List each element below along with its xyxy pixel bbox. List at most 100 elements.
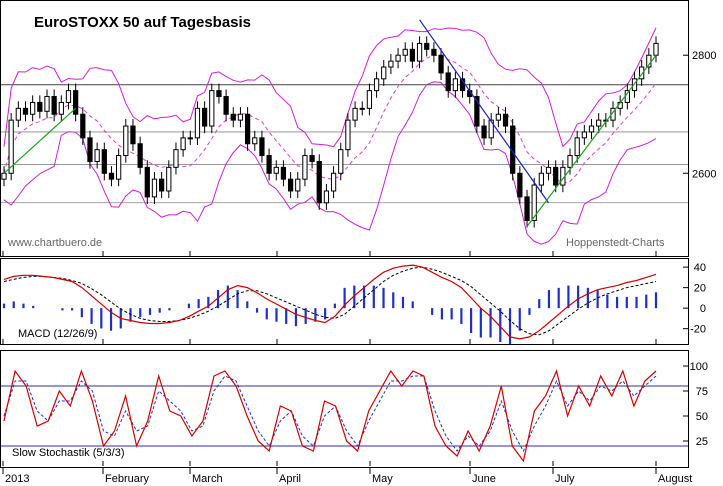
candle-body xyxy=(553,166,559,186)
candle-body xyxy=(416,42,423,62)
candle-body xyxy=(116,155,122,180)
candle-body xyxy=(581,131,587,139)
macd-y-tick-label: 40 xyxy=(694,262,706,274)
candle-body xyxy=(381,66,387,80)
x-axis-label: June xyxy=(472,473,496,485)
candle-body xyxy=(574,137,580,157)
bollinger-lower xyxy=(3,81,657,245)
candle-body xyxy=(517,172,523,198)
candle-body xyxy=(101,149,107,174)
candle-body xyxy=(395,54,401,62)
candle-body xyxy=(87,137,93,162)
macd-panel-frame xyxy=(0,258,689,345)
candle-body xyxy=(338,149,344,174)
candle-body xyxy=(524,196,530,221)
candle-body xyxy=(244,113,251,145)
price-y-tick-label: 2600 xyxy=(692,168,716,180)
candle-body xyxy=(653,42,659,56)
x-axis-label: February xyxy=(105,473,150,485)
candle-body xyxy=(159,178,165,192)
chart-title: EuroSTOXX 50 auf Tagesbasis xyxy=(34,14,251,31)
candle-body xyxy=(388,60,394,68)
macd-signal-line xyxy=(3,266,657,336)
macd-line xyxy=(3,264,657,340)
candle-body xyxy=(37,101,43,112)
candle-body xyxy=(352,107,358,121)
candle-body xyxy=(452,78,459,92)
candle-body xyxy=(502,113,509,127)
candle-body xyxy=(73,90,79,115)
candle-body xyxy=(402,48,408,56)
candle-body xyxy=(373,78,380,92)
candle-body xyxy=(230,113,236,121)
candle-body xyxy=(8,119,14,174)
x-axis-label: July xyxy=(555,473,575,485)
macd-y-tick-label: -20 xyxy=(690,324,706,336)
candle-body xyxy=(538,172,544,186)
candle-body xyxy=(1,172,7,180)
candle-body xyxy=(22,107,29,115)
candle-body xyxy=(15,107,21,121)
candle-body xyxy=(180,137,186,151)
stoch-label: Slow Stochastik (5/3/3) xyxy=(12,447,125,459)
candle-body xyxy=(531,184,537,221)
candle-body xyxy=(474,96,480,127)
candle-body xyxy=(201,107,208,127)
stoch-y-tick-label: 50 xyxy=(696,411,708,423)
candle-body xyxy=(545,166,552,174)
candle-body xyxy=(30,101,36,115)
candle-body xyxy=(345,119,351,151)
candle-body xyxy=(481,125,487,139)
macd-series xyxy=(2,264,658,345)
x-axis-label: August xyxy=(658,473,692,485)
stoch-k-line xyxy=(3,369,657,463)
stoch-d-line xyxy=(3,375,657,453)
candle-body xyxy=(323,190,330,204)
macd-y-tick-label: 20 xyxy=(694,283,706,295)
candle-body xyxy=(252,137,258,145)
candle-body xyxy=(137,143,143,168)
stoch-y-tick-label: 100 xyxy=(690,361,708,373)
price-y-tick-label: 2800 xyxy=(692,50,716,62)
candle-body xyxy=(295,178,301,192)
candle-body xyxy=(259,137,265,157)
candle-body xyxy=(166,166,172,192)
candle-body xyxy=(445,72,451,92)
stoch-panel-frame xyxy=(0,350,689,468)
x-axis-label: May xyxy=(372,473,393,485)
candle-body xyxy=(330,172,337,192)
candle-body xyxy=(309,155,315,162)
candle-body xyxy=(316,160,322,204)
candle-body xyxy=(266,155,272,174)
candle-body xyxy=(58,101,64,115)
x-axis-label: April xyxy=(279,473,301,485)
candle-body xyxy=(223,96,229,115)
candle-body xyxy=(488,119,494,139)
macd-y-tick-label: 0 xyxy=(700,303,706,315)
candle-body xyxy=(567,155,573,168)
candle-body xyxy=(216,90,222,98)
stoch-y-tick-label: 75 xyxy=(696,386,708,398)
candle-body xyxy=(108,172,115,180)
x-axis-label: March xyxy=(192,473,223,485)
candle-body xyxy=(596,119,602,127)
candle-body xyxy=(94,149,100,162)
candle-body xyxy=(280,166,287,180)
candle-body xyxy=(209,90,215,127)
moving-average xyxy=(3,54,657,185)
trend-line-down xyxy=(419,19,550,204)
candle-body xyxy=(237,113,244,121)
candle-body xyxy=(639,66,645,80)
trend-line-early xyxy=(3,107,77,174)
bollinger-upper xyxy=(3,27,657,148)
candle-body xyxy=(173,149,179,168)
x-axis: 2013 February March April May June July August xyxy=(2,251,692,485)
candle-body xyxy=(302,155,308,180)
candle-body xyxy=(366,90,373,109)
trend-lines xyxy=(3,19,657,227)
candle-body xyxy=(287,178,294,192)
candle-body xyxy=(194,107,201,139)
candle-body xyxy=(495,113,501,121)
candle-body xyxy=(424,42,430,50)
